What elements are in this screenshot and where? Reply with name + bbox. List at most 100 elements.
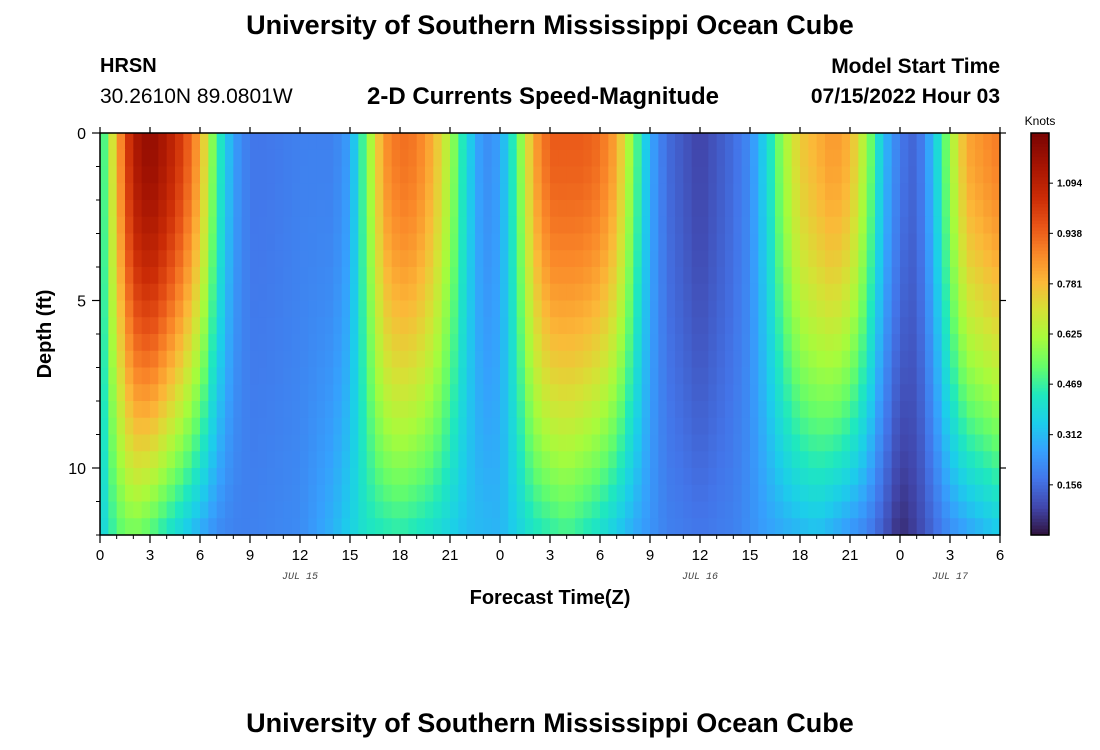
heatmap-cell <box>225 468 234 486</box>
heatmap-cell <box>375 267 384 285</box>
heatmap-cell <box>141 233 151 251</box>
heatmap-cell <box>891 283 901 302</box>
heatmap-cell <box>275 334 284 352</box>
heatmap-cell <box>833 401 843 419</box>
heatmap-cell <box>933 300 943 318</box>
heatmap-cell <box>250 149 259 168</box>
heatmap-cell <box>150 233 159 251</box>
colorbar-segment <box>1031 494 1049 499</box>
heatmap-cell <box>258 317 268 335</box>
heatmap-cell <box>400 149 409 168</box>
heatmap-cell <box>875 267 884 285</box>
heatmap-cell <box>800 216 809 235</box>
heatmap-cell <box>616 200 626 218</box>
heatmap-cell <box>908 216 918 235</box>
heatmap-cell <box>791 501 801 519</box>
heatmap-cell <box>716 350 726 369</box>
heatmap-cell <box>958 401 968 419</box>
heatmap-cell <box>541 250 551 268</box>
heatmap-cell <box>733 350 743 369</box>
heatmap-cell <box>375 417 384 436</box>
heatmap-cell <box>825 501 834 519</box>
heatmap-cell <box>166 233 176 251</box>
heatmap-cell <box>508 484 518 503</box>
heatmap-cell <box>700 183 709 201</box>
heatmap-cell <box>233 233 243 251</box>
heatmap-cell <box>675 501 684 519</box>
heatmap-cell <box>300 267 309 285</box>
heatmap-cell <box>491 451 501 469</box>
heatmap-cell <box>841 317 851 335</box>
heatmap-cell <box>100 267 109 285</box>
heatmap-cell <box>358 501 368 519</box>
heatmap-cell <box>783 434 793 452</box>
heatmap-cell <box>966 451 976 469</box>
heatmap-cell <box>883 350 893 369</box>
heatmap-cell <box>150 350 159 369</box>
heatmap-cell <box>791 434 801 452</box>
heatmap-cell <box>716 200 726 218</box>
heatmap-cell <box>458 468 468 486</box>
heatmap-cell <box>308 133 318 151</box>
heatmap-cell <box>600 200 609 218</box>
heatmap-cell <box>291 350 301 369</box>
heatmap-cell <box>316 350 326 369</box>
heatmap-cell <box>858 401 868 419</box>
heatmap-cell <box>225 250 234 268</box>
heatmap-cell <box>250 501 259 519</box>
heatmap-cell <box>466 384 476 402</box>
heatmap-cell <box>966 183 976 201</box>
colorbar-segment <box>1031 327 1049 332</box>
heatmap-cell <box>733 133 743 151</box>
heatmap-cell <box>750 468 759 486</box>
heatmap-cell <box>241 334 251 352</box>
heatmap-cell <box>866 518 876 536</box>
heatmap-cell <box>883 200 893 218</box>
heatmap-cell <box>950 233 959 251</box>
heatmap-cell <box>508 133 518 151</box>
heatmap-cell <box>575 468 584 486</box>
heatmap-cell <box>633 518 643 536</box>
heatmap-cell <box>291 200 301 218</box>
heatmap-cell <box>700 149 709 168</box>
heatmap-cell <box>858 166 868 184</box>
heatmap-cell <box>558 468 568 486</box>
heatmap-cell <box>741 384 751 402</box>
heatmap-cell <box>450 334 459 352</box>
heatmap-cell <box>433 250 443 268</box>
heatmap-cell <box>116 334 126 352</box>
heatmap-cell <box>500 468 509 486</box>
heatmap-cell <box>133 283 143 302</box>
heatmap-cell <box>200 267 209 285</box>
heatmap-cell <box>658 334 668 352</box>
heatmap-cell <box>133 250 143 268</box>
heatmap-cell <box>258 468 268 486</box>
heatmap-cell <box>291 283 301 302</box>
heatmap-cell <box>516 451 526 469</box>
heatmap-cell <box>725 484 734 503</box>
heatmap-cell <box>391 283 401 302</box>
heatmap-cell <box>825 334 834 352</box>
heatmap-cell <box>541 283 551 302</box>
colorbar-segment <box>1031 464 1049 469</box>
heatmap-cell <box>983 133 993 151</box>
heatmap-cell <box>191 317 201 335</box>
heatmap-cell <box>116 200 126 218</box>
heatmap-cell <box>883 267 893 285</box>
heatmap-cell <box>208 468 218 486</box>
heatmap-cell <box>691 149 701 168</box>
heatmap-cell <box>483 300 493 318</box>
heatmap-cell <box>691 216 701 235</box>
heatmap-cell <box>283 267 293 285</box>
heatmap-cell <box>783 233 793 251</box>
heatmap-cell <box>916 216 926 235</box>
heatmap-cell <box>866 183 876 201</box>
heatmap-cell <box>950 501 959 519</box>
heatmap-cell <box>258 501 268 519</box>
heatmap-cell <box>316 149 326 168</box>
heatmap-cell <box>750 149 759 168</box>
heatmap-cell <box>825 250 834 268</box>
heatmap-cell <box>633 367 643 385</box>
heatmap-cell <box>850 133 859 151</box>
heatmap-cell <box>633 283 643 302</box>
